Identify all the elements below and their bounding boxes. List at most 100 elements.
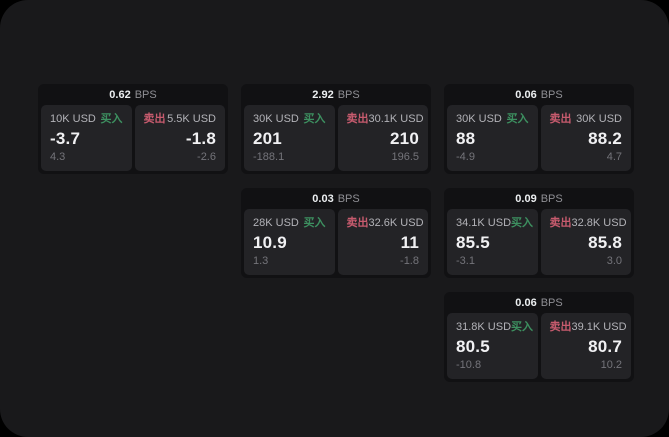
buy-tag: 买入 — [303, 217, 326, 229]
buy-price: 88 — [456, 129, 476, 148]
sell-sub-value: 196.5 — [391, 151, 419, 163]
buy-sub-value: -3.1 — [456, 255, 475, 267]
sell-amount: 39.1K USD — [571, 321, 627, 333]
sell-label-row: 卖出 32.8K USD — [549, 217, 627, 230]
buy-panel[interactable]: 34.1K USD 买入 85.5 -3.1 — [447, 209, 538, 275]
bps-value: 0.62 — [109, 88, 131, 101]
sell-amount: 32.6K USD — [368, 217, 424, 229]
bps-header: 0.62 BPS — [38, 84, 228, 105]
buy-amount: 30K USD — [456, 113, 502, 125]
sell-panel[interactable]: 卖出 30.1K USD 210 196.5 — [337, 105, 428, 171]
sell-price: 88.2 — [588, 129, 622, 148]
buy-label-row: 30K USD 买入 — [253, 113, 326, 126]
bps-unit: BPS — [540, 296, 563, 309]
sell-tag: 卖出 — [346, 217, 369, 229]
buy-label-row: 34.1K USD 买入 — [456, 217, 533, 230]
sell-price: 80.7 — [588, 337, 622, 356]
sell-label-row: 卖出 30.1K USD — [346, 113, 424, 126]
sell-sub-value: 4.7 — [606, 151, 622, 163]
sell-label-row: 卖出 5.5K USD — [144, 113, 217, 126]
cards-grid: 0.62 BPS 10K USD 买入 -3.7 4.3 卖出 5.5K USD… — [38, 84, 634, 382]
buy-panel[interactable]: 30K USD 买入 88 -4.9 — [447, 105, 538, 171]
bps-value: 0.06 — [515, 88, 537, 101]
bps-header: 0.06 BPS — [444, 84, 634, 105]
quote-card: 0.06 BPS 31.8K USD 买入 80.5 -10.8 卖出 39.1… — [444, 292, 634, 382]
bps-unit: BPS — [540, 192, 563, 205]
buy-panel[interactable]: 28K USD 买入 10.9 1.3 — [244, 209, 335, 275]
sell-price: 210 — [390, 129, 419, 148]
quote-card: 0.09 BPS 34.1K USD 买入 85.5 -3.1 卖出 32.8K… — [444, 188, 634, 278]
buy-sub-value: -10.8 — [456, 359, 482, 371]
sell-amount: 30.1K USD — [368, 113, 424, 125]
quote-card: 2.92 BPS 30K USD 买入 201 -188.1 卖出 30.1K … — [241, 84, 431, 174]
buy-price: 201 — [253, 129, 282, 148]
buy-label-row: 30K USD 买入 — [456, 113, 529, 126]
buy-sub-value: 4.3 — [50, 151, 66, 163]
quote-panels: 31.8K USD 买入 80.5 -10.8 卖出 39.1K USD 80.… — [444, 313, 634, 382]
sell-sub-value: -2.6 — [197, 151, 216, 163]
sell-label-row: 卖出 39.1K USD — [549, 321, 627, 334]
bps-unit: BPS — [337, 88, 360, 101]
sell-sub-value: -1.8 — [400, 255, 419, 267]
buy-amount: 34.1K USD — [456, 217, 512, 229]
buy-tag: 买入 — [506, 113, 529, 125]
buy-amount: 30K USD — [253, 113, 299, 125]
sell-tag: 卖出 — [549, 113, 572, 125]
sell-amount: 32.8K USD — [571, 217, 627, 229]
buy-amount: 31.8K USD — [456, 321, 512, 333]
buy-label-row: 10K USD 买入 — [50, 113, 123, 126]
sell-sub-value: 3.0 — [606, 255, 622, 267]
bps-value: 0.09 — [515, 192, 537, 205]
sell-tag: 卖出 — [549, 321, 572, 333]
sell-panel[interactable]: 卖出 5.5K USD -1.8 -2.6 — [134, 105, 225, 171]
sell-panel[interactable]: 卖出 32.8K USD 85.8 3.0 — [540, 209, 631, 275]
bps-header: 0.06 BPS — [444, 292, 634, 313]
buy-tag: 买入 — [511, 217, 534, 229]
buy-panel[interactable]: 31.8K USD 买入 80.5 -10.8 — [447, 313, 538, 379]
quote-panels: 10K USD 买入 -3.7 4.3 卖出 5.5K USD -1.8 -2.… — [38, 105, 228, 174]
sell-tag: 卖出 — [549, 217, 572, 229]
bps-value: 0.03 — [312, 192, 334, 205]
buy-sub-value: -4.9 — [456, 151, 475, 163]
quote-panels: 30K USD 买入 88 -4.9 卖出 30K USD 88.2 4.7 — [444, 105, 634, 174]
buy-tag: 买入 — [100, 113, 123, 125]
sell-price: 85.8 — [588, 233, 622, 252]
sell-tag: 卖出 — [143, 113, 166, 125]
sell-label-row: 卖出 30K USD — [550, 113, 623, 126]
sell-price: 11 — [400, 233, 419, 252]
bps-header: 0.09 BPS — [444, 188, 634, 209]
sell-panel[interactable]: 卖出 30K USD 88.2 4.7 — [540, 105, 631, 171]
bps-unit: BPS — [134, 88, 157, 101]
buy-tag: 买入 — [303, 113, 326, 125]
quote-panels: 30K USD 买入 201 -188.1 卖出 30.1K USD 210 1… — [241, 105, 431, 174]
quote-card: 0.62 BPS 10K USD 买入 -3.7 4.3 卖出 5.5K USD… — [38, 84, 228, 174]
buy-panel[interactable]: 10K USD 买入 -3.7 4.3 — [41, 105, 132, 171]
sell-price: -1.8 — [185, 129, 216, 148]
quote-card: 0.06 BPS 30K USD 买入 88 -4.9 卖出 30K USD 8… — [444, 84, 634, 174]
sell-tag: 卖出 — [346, 113, 369, 125]
buy-price: 80.5 — [456, 337, 490, 356]
sell-sub-value: 10.2 — [600, 359, 622, 371]
buy-sub-value: 1.3 — [253, 255, 269, 267]
sell-amount: 30K USD — [576, 113, 622, 125]
bps-value: 0.06 — [515, 296, 537, 309]
buy-label-row: 28K USD 买入 — [253, 217, 326, 230]
buy-amount: 10K USD — [50, 113, 96, 125]
buy-panel[interactable]: 30K USD 买入 201 -188.1 — [244, 105, 335, 171]
sell-panel[interactable]: 卖出 32.6K USD 11 -1.8 — [337, 209, 428, 275]
buy-tag: 买入 — [511, 321, 534, 333]
quote-panels: 28K USD 买入 10.9 1.3 卖出 32.6K USD 11 -1.8 — [241, 209, 431, 278]
bps-unit: BPS — [540, 88, 563, 101]
buy-price: 85.5 — [456, 233, 490, 252]
buy-label-row: 31.8K USD 买入 — [456, 321, 533, 334]
sell-amount: 5.5K USD — [167, 113, 216, 125]
bps-unit: BPS — [337, 192, 360, 205]
buy-amount: 28K USD — [253, 217, 299, 229]
sell-panel[interactable]: 卖出 39.1K USD 80.7 10.2 — [540, 313, 631, 379]
bps-header: 0.03 BPS — [241, 188, 431, 209]
buy-price: -3.7 — [50, 129, 81, 148]
buy-sub-value: -188.1 — [253, 151, 285, 163]
bps-value: 2.92 — [312, 88, 334, 101]
buy-price: 10.9 — [253, 233, 287, 252]
